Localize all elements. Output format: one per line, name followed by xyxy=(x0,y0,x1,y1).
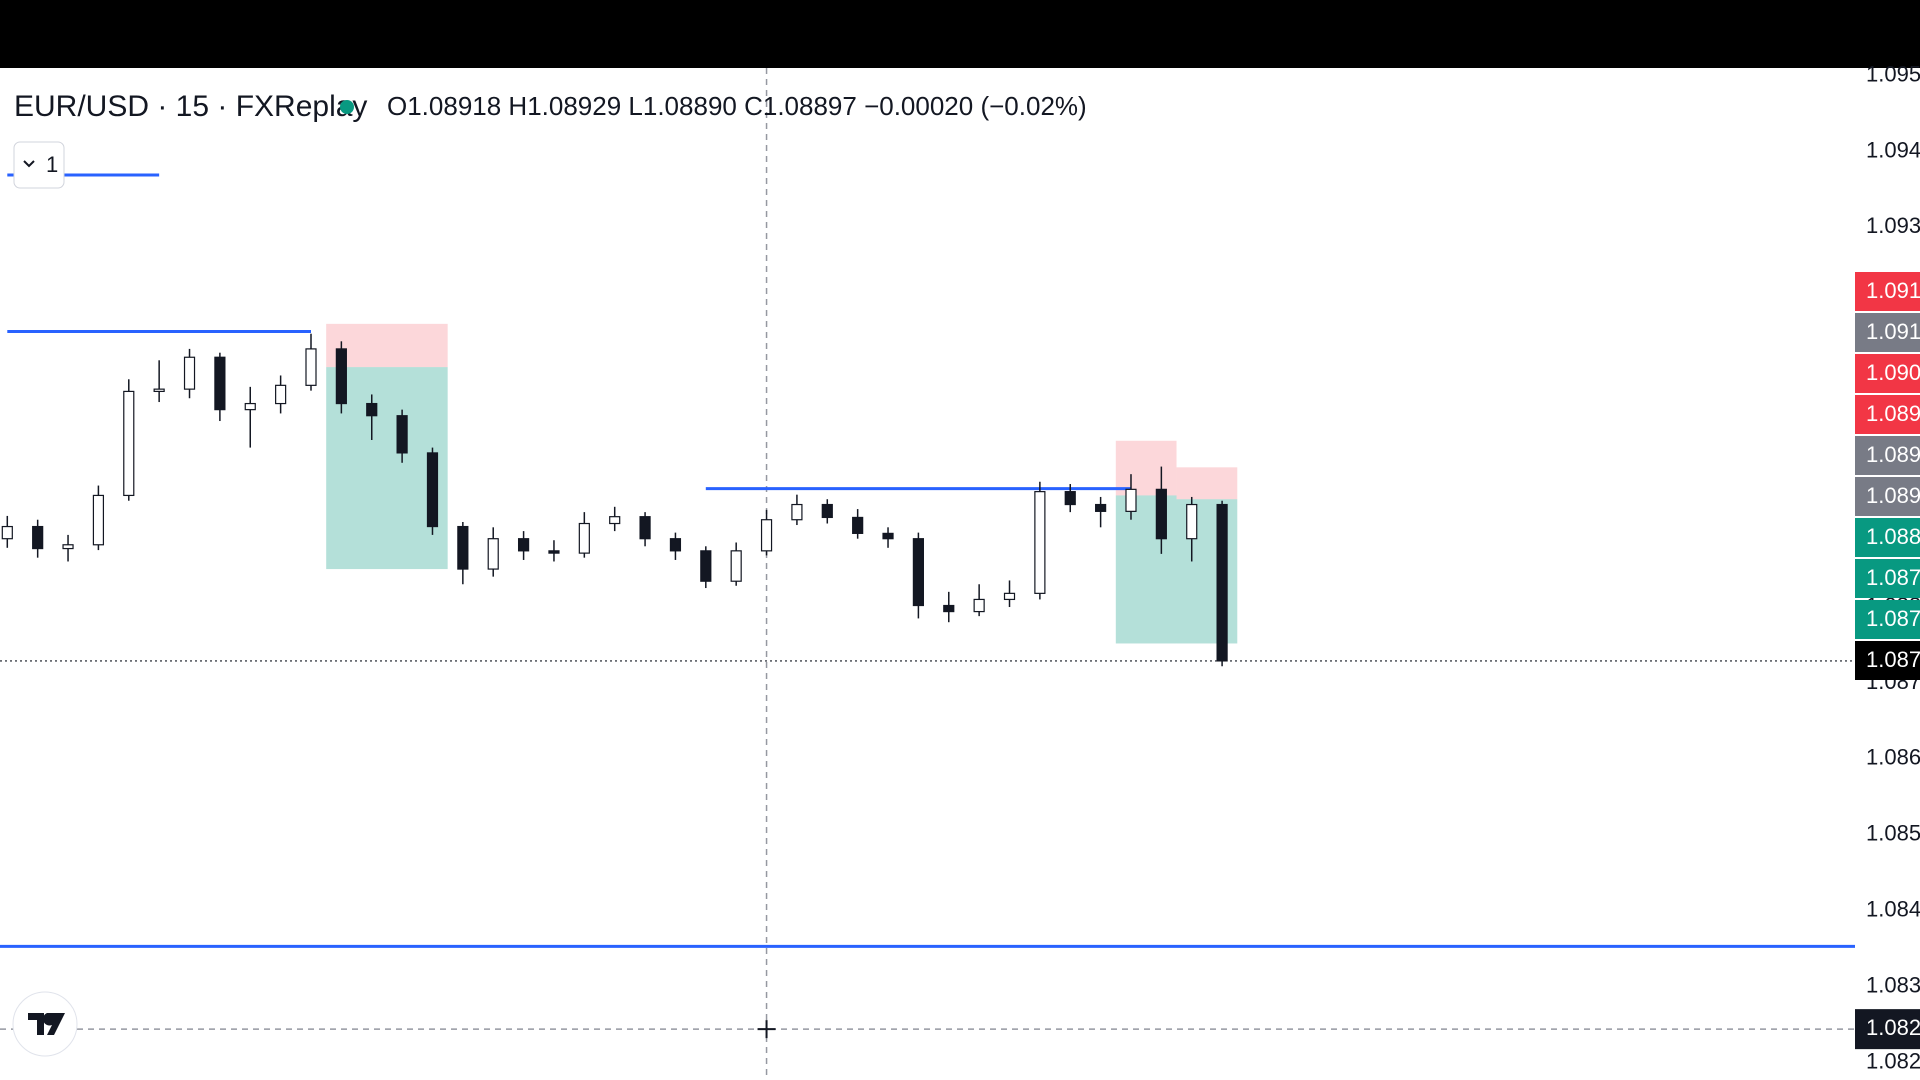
y-tick-label: 1.0840 xyxy=(1866,897,1920,922)
candle-body xyxy=(791,503,803,521)
y-tick-label: 1.0950 xyxy=(1866,61,1920,86)
legend-toggle[interactable]: 1 xyxy=(13,141,65,189)
candle-body xyxy=(1034,491,1046,594)
candle-body xyxy=(821,503,833,519)
price-label: 1.0892 xyxy=(1866,483,1920,508)
price-label: 1.0902 xyxy=(1866,360,1920,385)
candle-body xyxy=(366,402,378,417)
candle-body xyxy=(62,544,74,550)
candle-body xyxy=(912,538,925,607)
toggle-box[interactable] xyxy=(13,141,65,189)
candle-body xyxy=(244,402,256,411)
y-tick-label: 1.0940 xyxy=(1866,137,1920,162)
candle-body xyxy=(1125,488,1137,512)
price-label-box xyxy=(1855,518,1920,557)
cursor xyxy=(757,1020,776,1039)
candle-body xyxy=(487,538,499,570)
candle-body xyxy=(639,516,651,540)
y-tick-label: 1.0820 xyxy=(1866,1048,1920,1073)
price-label-box xyxy=(1855,395,1920,434)
toggle-count: 1 xyxy=(46,152,58,177)
candle-body xyxy=(153,388,165,393)
candle-body xyxy=(214,356,226,411)
candle-body xyxy=(669,538,682,552)
candle-body xyxy=(760,519,773,552)
logo-circle xyxy=(12,991,78,1057)
price-label: 1.0873 xyxy=(1866,647,1920,672)
price-label-box xyxy=(1855,641,1920,680)
chevron-icon xyxy=(23,160,35,168)
price-label: 1.0875 xyxy=(1866,606,1920,631)
price-label-box xyxy=(1855,313,1920,352)
candle-body xyxy=(1155,488,1167,540)
candle-body xyxy=(1186,503,1198,540)
price-axis-labels: 1.09501.09401.09301.09201.09101.09001.08… xyxy=(1855,61,1920,1073)
candle-body xyxy=(335,348,347,405)
candle-body xyxy=(1003,592,1016,601)
candle-body xyxy=(852,516,864,534)
candle-body xyxy=(92,494,105,546)
candle-body xyxy=(275,384,287,405)
target-zone xyxy=(1115,495,1177,644)
y-tick-label: 1.0930 xyxy=(1866,213,1920,238)
price-label: 1.0888 xyxy=(1866,524,1920,549)
market-status xyxy=(340,100,354,114)
y-tick-label: 1.0850 xyxy=(1866,821,1920,846)
crosshair-label-box xyxy=(1855,1009,1920,1050)
price-label-box xyxy=(1855,354,1920,393)
candle-body xyxy=(396,415,408,454)
candle-body xyxy=(973,598,985,613)
stop-zone xyxy=(1176,467,1238,500)
target-zone xyxy=(1176,499,1238,644)
y-tick-label: 1.0830 xyxy=(1866,972,1920,997)
candle-body xyxy=(700,550,712,582)
top-bar xyxy=(0,0,1920,68)
candle-body xyxy=(730,550,742,582)
price-label: 1.0917 xyxy=(1866,278,1920,303)
price-label: 1.0895 xyxy=(1866,442,1920,467)
candle-body xyxy=(609,516,621,525)
candle-body xyxy=(1216,503,1228,662)
logo-mark xyxy=(28,1013,65,1035)
ohlc-values: O1.08918 H1.08929 L1.08890 C1.08897 −0.0… xyxy=(387,91,1087,121)
price-label-box xyxy=(1855,436,1920,475)
price-label: 1.0879 xyxy=(1866,565,1920,590)
candle-body xyxy=(32,525,44,550)
candle-body xyxy=(1064,491,1076,506)
symbol-title: EUR/USD · 15 · FXReplay xyxy=(14,90,367,123)
candle-body xyxy=(183,356,196,390)
candle-body xyxy=(578,522,590,554)
logo[interactable] xyxy=(12,991,78,1057)
y-tick-label: 1.0860 xyxy=(1866,745,1920,770)
stop-zone xyxy=(1115,440,1177,496)
candle-body xyxy=(882,532,894,540)
crosshair-label: 1.0824 xyxy=(1866,1015,1920,1040)
plot-area xyxy=(0,68,1855,1080)
candle-body xyxy=(426,452,439,528)
price-label-box xyxy=(1855,600,1920,639)
candle-body xyxy=(1095,503,1107,512)
candle-body xyxy=(548,550,560,554)
candle-body xyxy=(943,604,955,613)
candle-body xyxy=(457,525,469,570)
candle-body xyxy=(305,348,317,386)
candle-body xyxy=(517,538,530,552)
price-label: 1.0898 xyxy=(1866,401,1920,426)
price-label-box xyxy=(1855,477,1920,516)
price-label-box xyxy=(1855,559,1920,598)
candle-body xyxy=(123,390,135,497)
price-label-box xyxy=(1855,272,1920,311)
candle-body xyxy=(1,525,13,540)
